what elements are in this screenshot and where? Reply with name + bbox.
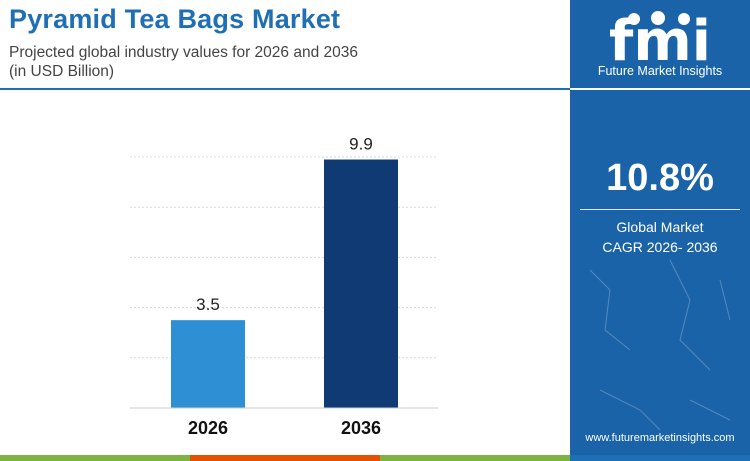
subtitle-line-1: Projected global industry values for 202… — [9, 44, 358, 61]
bottom-bar-segment-2 — [190, 455, 380, 461]
header-divider — [0, 88, 570, 90]
background-texture — [589, 259, 731, 431]
website-link[interactable]: www.futuremarketinsights.com — [585, 432, 735, 444]
x-tick-label-2036: 2036 — [341, 418, 381, 438]
cagr-value: 10.8% — [606, 157, 714, 199]
fmi-logo: fmi — [609, 9, 711, 74]
chart-subtitle: Projected global industry values for 202… — [9, 43, 429, 81]
bottom-color-bar — [0, 455, 750, 461]
bar-chart: 3.5 2026 9.9 2036 — [130, 135, 438, 438]
data-label-2036: 9.9 — [349, 135, 373, 154]
chart-title: Pyramid Tea Bags Market — [9, 4, 341, 34]
brand-name: Future Market Insights — [597, 64, 723, 78]
bottom-bar-segment-3 — [380, 455, 570, 461]
bottom-bar-segment-4 — [570, 455, 750, 461]
x-tick-label-2026: 2026 — [188, 418, 228, 438]
cagr-label-line-2: CAGR 2026- 2036 — [602, 239, 718, 255]
bar-2036 — [324, 159, 398, 408]
bar-2026 — [171, 320, 245, 408]
globe-icon-2 — [651, 11, 665, 25]
data-label-2026: 3.5 — [196, 295, 220, 314]
cagr-divider — [580, 209, 740, 210]
bottom-bar-segment-1 — [0, 455, 190, 461]
globe-icon — [628, 13, 640, 25]
globe-icon-3 — [678, 13, 690, 25]
cagr-label-line-1: Global Market — [616, 219, 704, 235]
stats-panel: fmi Future Market Insights 10.8% Global … — [570, 0, 750, 455]
panel-divider — [570, 88, 750, 90]
chart-panel: Pyramid Tea Bags Market Projected global… — [0, 4, 570, 438]
cagr-label: Global Market CAGR 2026- 2036 — [570, 217, 750, 257]
subtitle-line-2: (in USD Billion) — [9, 63, 115, 80]
